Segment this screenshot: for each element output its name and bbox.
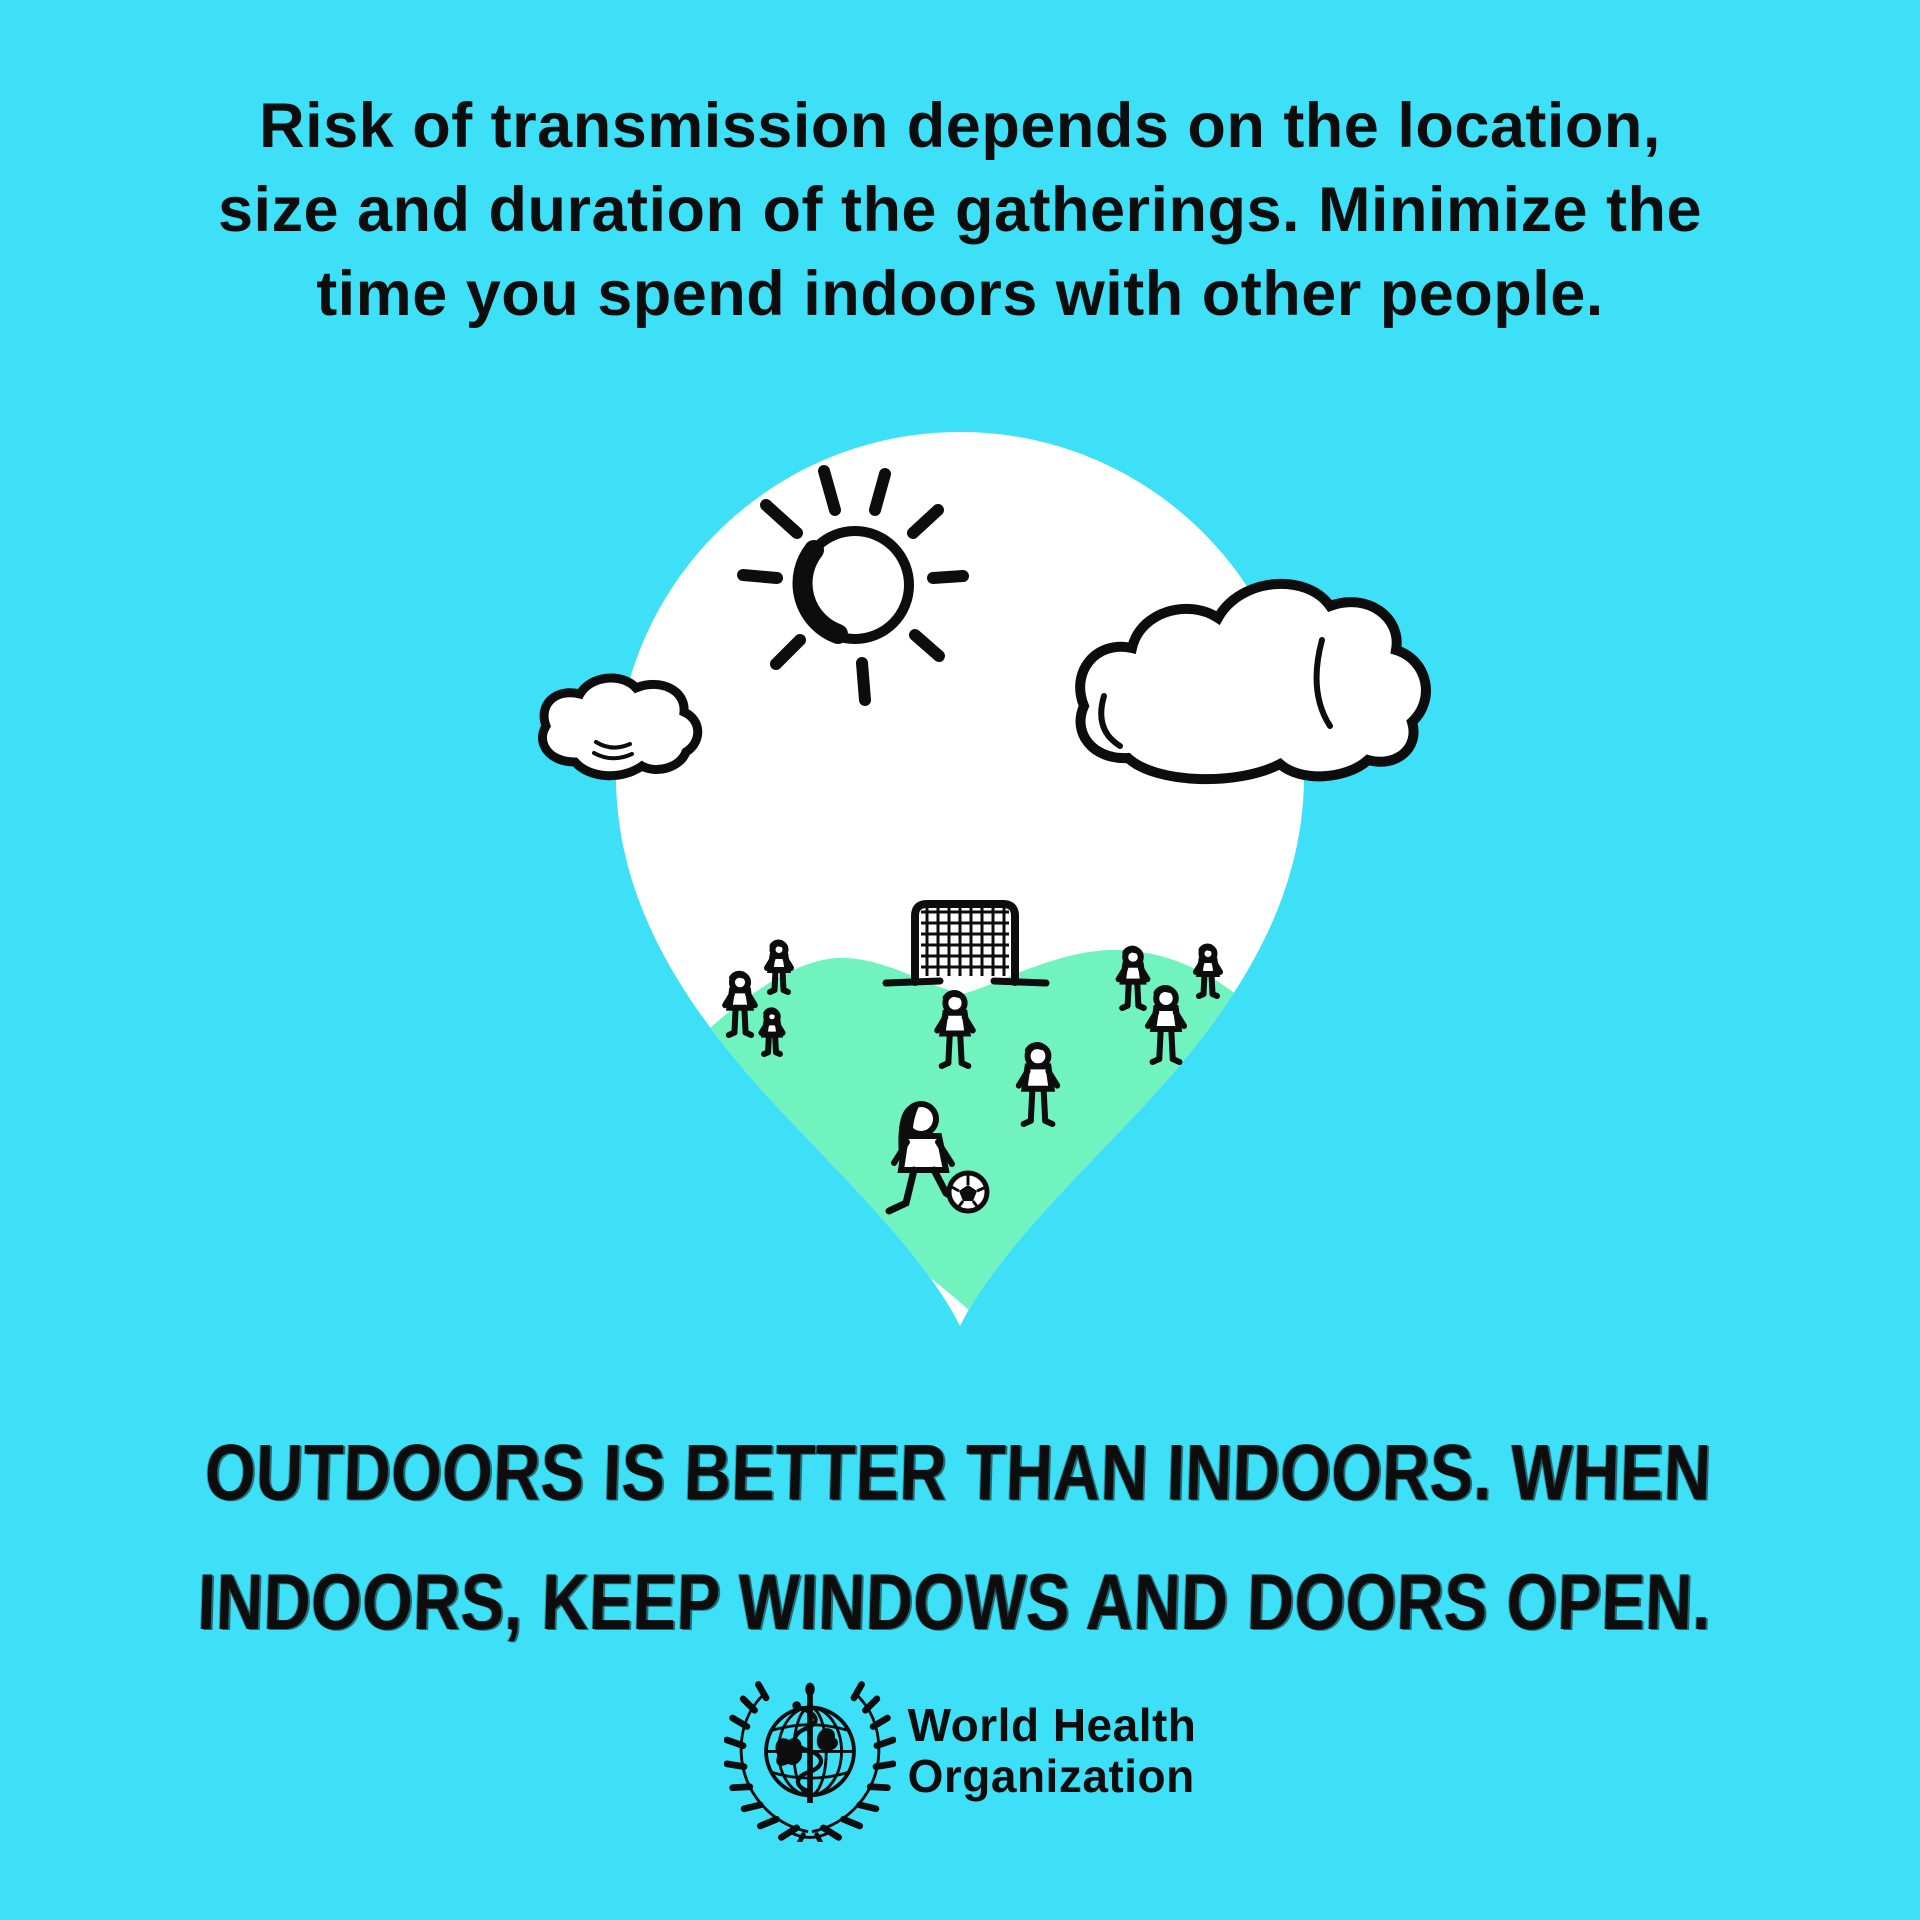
who-wordmark: World Health Organization (908, 1678, 1197, 1802)
tagline-line-1: OUTDOORS IS BETTER THAN INDOORS. WHEN (203, 1427, 1713, 1517)
grass-field (689, 949, 1261, 1315)
soccer-ball (946, 1170, 990, 1214)
staff-and-snake-icon (791, 1682, 823, 1803)
soccer-goal (882, 900, 1050, 987)
sun-icon (737, 465, 969, 706)
stick-figures (725, 941, 1222, 1215)
who-wordmark-line-2: Organization (907, 1750, 1195, 1802)
tagline-line-2: INDOORS, KEEP WINDOWS AND DOORS OPEN. (196, 1556, 1713, 1646)
tagline: OUTDOORS IS BETTER THAN INDOORS. WHEN IN… (0, 1408, 1920, 1667)
headline-line-2: size and duration of the gatherings. Min… (217, 175, 1703, 245)
headline-line-1: Risk of transmission depends on the loca… (259, 91, 1661, 161)
headline: Risk of transmission depends on the loca… (0, 84, 1920, 336)
stick-figure-kicker (885, 1101, 961, 1215)
who-wordmark-line-1: World Health (907, 1699, 1197, 1751)
cloud-icon-left (538, 673, 703, 781)
headline-line-3: time you spend indoors with other people… (316, 259, 1604, 329)
cloud-icon-right (1075, 578, 1431, 785)
laurel-wreath-icon (723, 1685, 892, 1842)
who-footer: World Health Organization (0, 1678, 1920, 1842)
who-logo-icon (723, 1678, 896, 1842)
